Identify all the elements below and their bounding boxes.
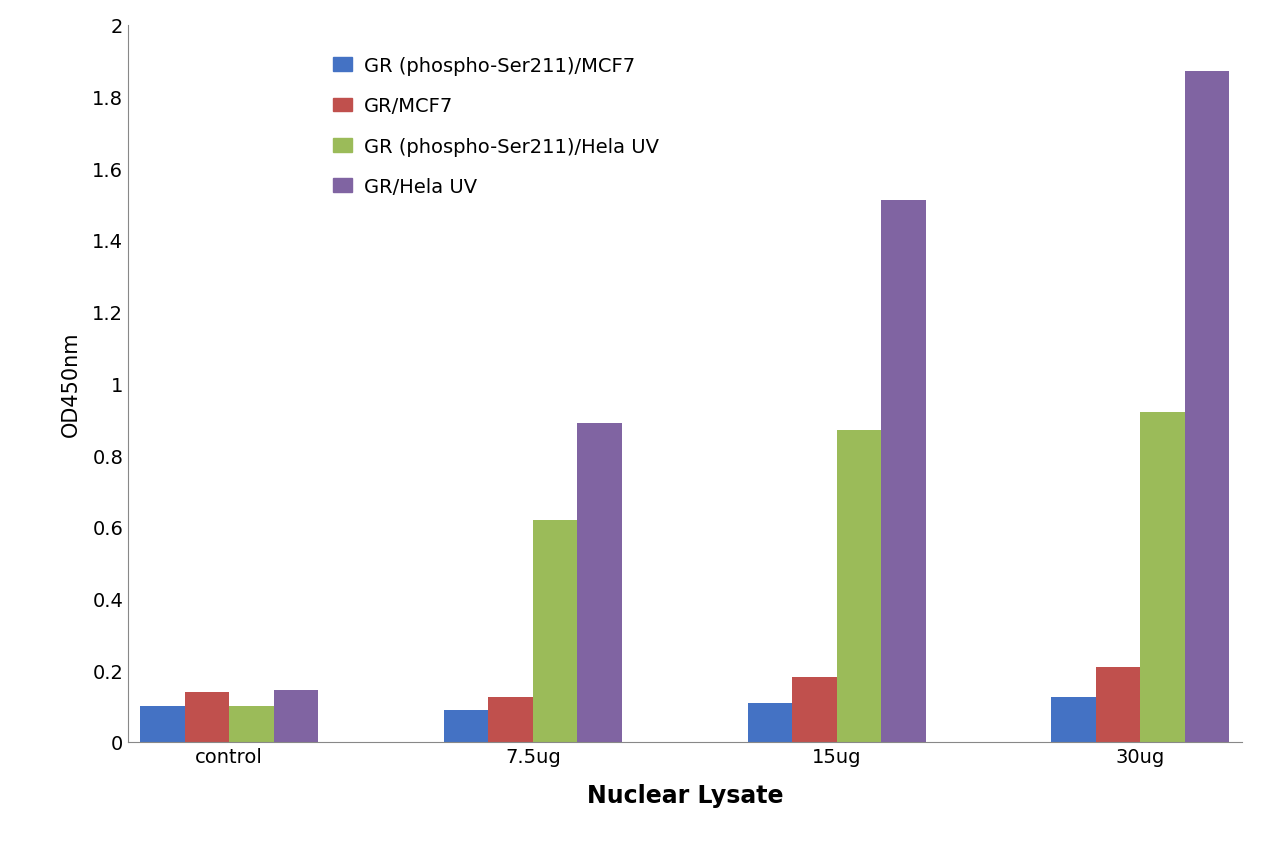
Bar (489, 698, 532, 742)
Bar (274, 690, 319, 742)
Bar (444, 710, 489, 742)
Bar (792, 677, 837, 742)
Y-axis label: OD450nm: OD450nm (61, 331, 81, 437)
Bar (229, 706, 274, 742)
X-axis label: Nuclear Lysate: Nuclear Lysate (586, 782, 783, 807)
Legend: GR (phospho-Ser211)/MCF7, GR/MCF7, GR (phospho-Ser211)/Hela UV, GR/Hela UV: GR (phospho-Ser211)/MCF7, GR/MCF7, GR (p… (333, 57, 659, 197)
Bar (1140, 413, 1185, 742)
Bar (577, 423, 622, 742)
Bar (881, 201, 925, 742)
Bar (748, 703, 792, 742)
Bar (532, 520, 577, 742)
Bar (140, 706, 184, 742)
Bar (837, 431, 881, 742)
Bar (1096, 667, 1140, 742)
Bar (184, 692, 229, 742)
Bar (1185, 73, 1230, 742)
Bar (1051, 698, 1096, 742)
